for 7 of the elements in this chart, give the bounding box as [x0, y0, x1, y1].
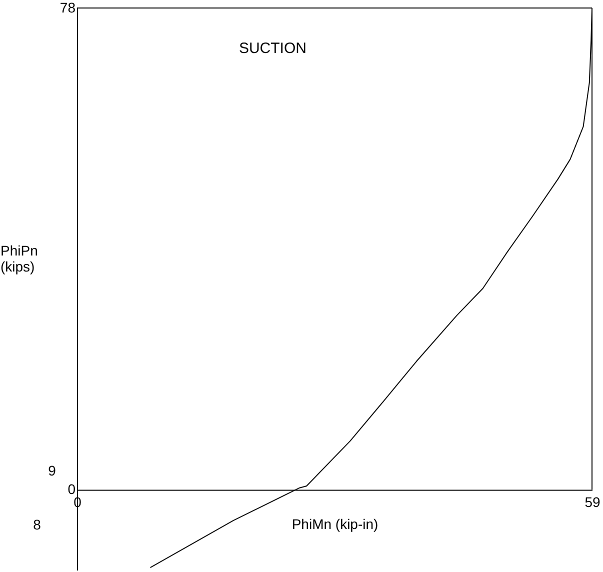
text: 9	[48, 462, 56, 479]
y-tick-label: 78	[60, 0, 76, 16]
text: 8	[33, 516, 42, 533]
text: SUCTION	[238, 40, 306, 57]
y-axis-title: PhiPn (kips)	[0, 242, 38, 274]
x-axis-title: PhiMn (kip-in)	[292, 516, 378, 532]
x-tick-label: 59	[584, 494, 600, 510]
